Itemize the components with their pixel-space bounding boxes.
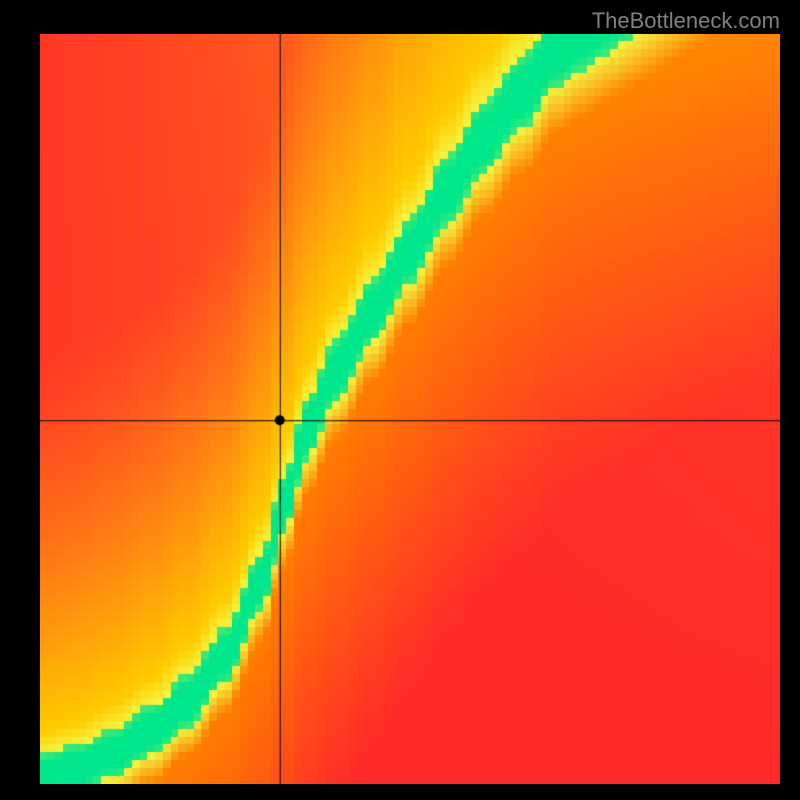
chart-plot-area xyxy=(40,34,780,784)
watermark-text: TheBottleneck.com xyxy=(592,8,780,34)
heatmap-canvas xyxy=(40,34,780,784)
chart-container: TheBottleneck.com xyxy=(0,0,800,800)
